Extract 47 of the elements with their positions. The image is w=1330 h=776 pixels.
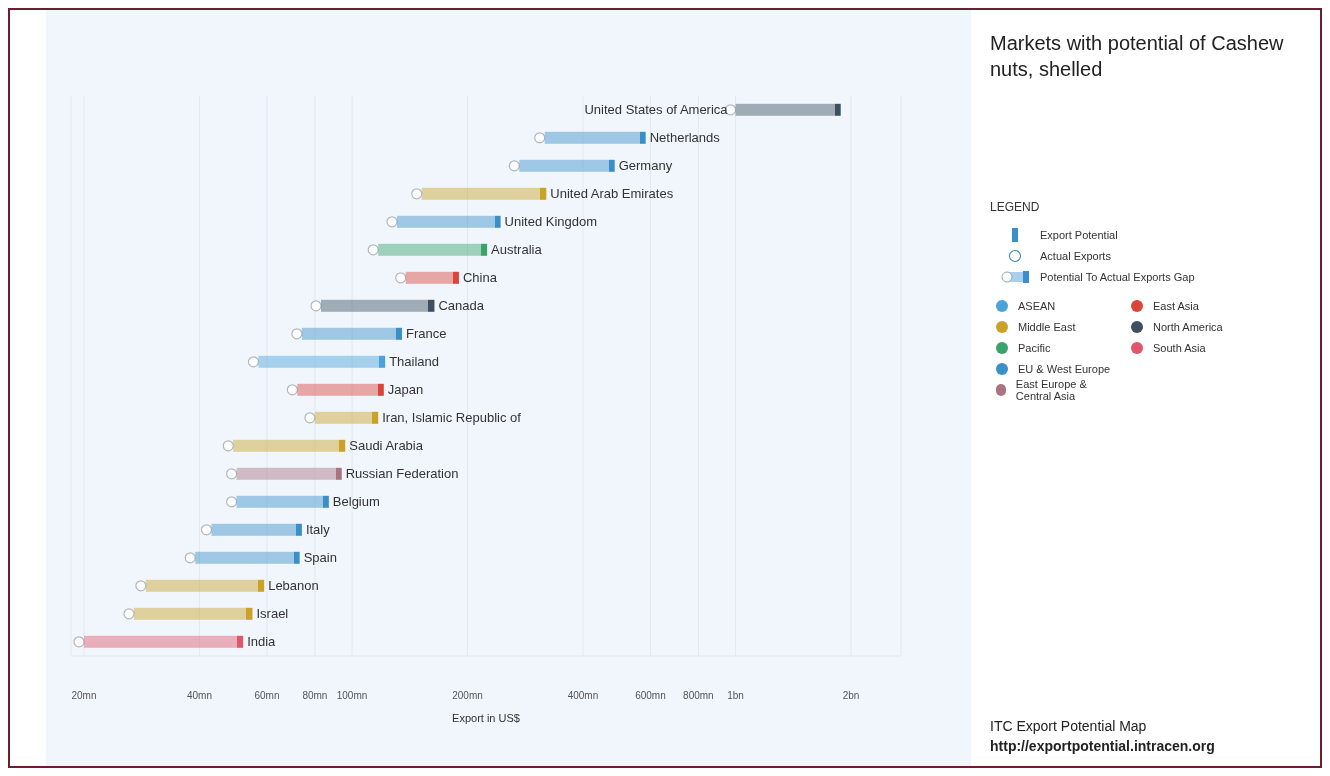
legend-label: East Asia [1153,299,1199,312]
legend-label: Middle East [1018,320,1076,333]
text: ITC Export Potential Map [990,717,1148,736]
text: Potential To Actual Exports Gap [1040,270,1195,283]
x-tick-label: 20mn [71,690,97,702]
text: Markets with potential of Cashew nuts, shelled [990,31,1285,82]
y-tick-label: China [462,270,498,286]
y-tick-label: Lebanon [268,578,319,594]
y-tick-label: United States of America [584,102,729,118]
y-tick-label: United Arab Emirates [550,186,674,202]
x-tick-label: 200mn [452,690,483,702]
legend-label: EU & West Europe [1018,362,1111,375]
x-tick-label: 600mn [635,690,666,702]
y-tick-label: France [406,326,447,342]
y-tick-label: Israel [256,606,289,622]
y-tick-label: United Kingdom [504,214,598,230]
x-tick-label: 80mn [302,690,328,702]
y-tick-label: Thailand [389,354,440,370]
legend-label: Pacific [1018,341,1051,354]
legend-title: LEGEND [990,200,1041,214]
x-tick-label: 60mn [254,690,280,702]
x-tick-label: 400mn [567,690,599,702]
text: Actual Exports [1040,249,1111,262]
y-tick-label: Netherlands [649,130,721,146]
y-tick-label: India [247,634,277,650]
y-tick-label: Japan [387,382,424,398]
text: Export Potential [1040,228,1118,241]
y-tick-label: Iran, Islamic Republic of [382,410,522,426]
x-tick-label: 40mn [186,690,212,702]
y-tick-label: Canada [438,298,485,314]
y-tick-label: Spain [303,550,337,566]
legend-label: ASEAN [1018,299,1056,312]
y-tick-label: Australia [491,242,543,258]
legend-label: East Europe & Central Asia [1015,377,1088,402]
y-tick-label: Belgium [332,494,380,510]
legend-label: South Asia [1153,341,1206,354]
y-tick-label: Italy [305,522,331,538]
y-tick-label: Saudi Arabia [349,438,424,454]
x-tick-label: 800mn [683,690,714,702]
x-tick-label: 2bn [842,690,860,702]
x-tick-label: 100mn [336,690,368,702]
x-axis-title: Export in US$ [452,712,520,724]
text: http://exportpotential.intracen.org [990,737,1215,756]
legend-label: North America [1153,320,1223,333]
y-tick-label: Russian Federation [345,466,459,482]
x-tick-label: 1bn [727,690,744,702]
y-tick-label: Germany [618,158,673,174]
